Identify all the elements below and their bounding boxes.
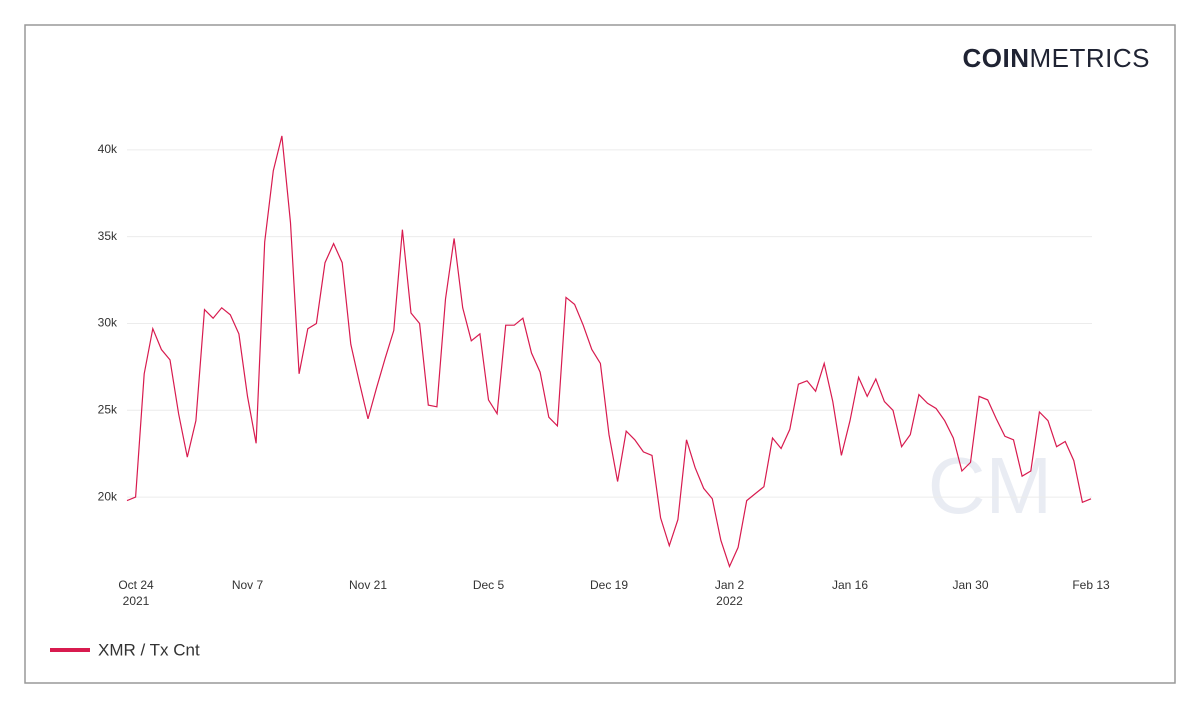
logo-light: METRICS (1030, 43, 1151, 73)
x-tick-year: 2021 (123, 594, 150, 608)
y-tick-label: 25k (98, 402, 118, 416)
series-line (126, 135, 1092, 569)
y-tick-label: 35k (98, 229, 118, 243)
x-tick-label: Nov 21 (349, 578, 387, 592)
x-tick-label: Jan 16 (832, 578, 868, 592)
watermark: CM (928, 441, 1052, 530)
x-tick-label: Jan 2 (715, 578, 745, 592)
x-tick-label: Oct 24 (118, 578, 154, 592)
y-tick-label: 20k (98, 489, 118, 503)
logo: COINMETRICS (963, 43, 1151, 73)
logo-bold: COIN (963, 43, 1030, 73)
y-tick-label: 40k (98, 142, 118, 156)
x-tick-label: Nov 7 (232, 578, 264, 592)
x-tick-label: Feb 13 (1072, 578, 1110, 592)
x-tick-year: 2022 (716, 594, 743, 608)
y-tick-label: 30k (98, 316, 118, 330)
frame (24, 24, 1176, 684)
x-tick-label: Jan 30 (952, 578, 988, 592)
x-tick-label: Dec 5 (473, 578, 505, 592)
legend-label: XMR / Tx Cnt (98, 640, 200, 659)
x-tick-label: Dec 19 (590, 578, 628, 592)
